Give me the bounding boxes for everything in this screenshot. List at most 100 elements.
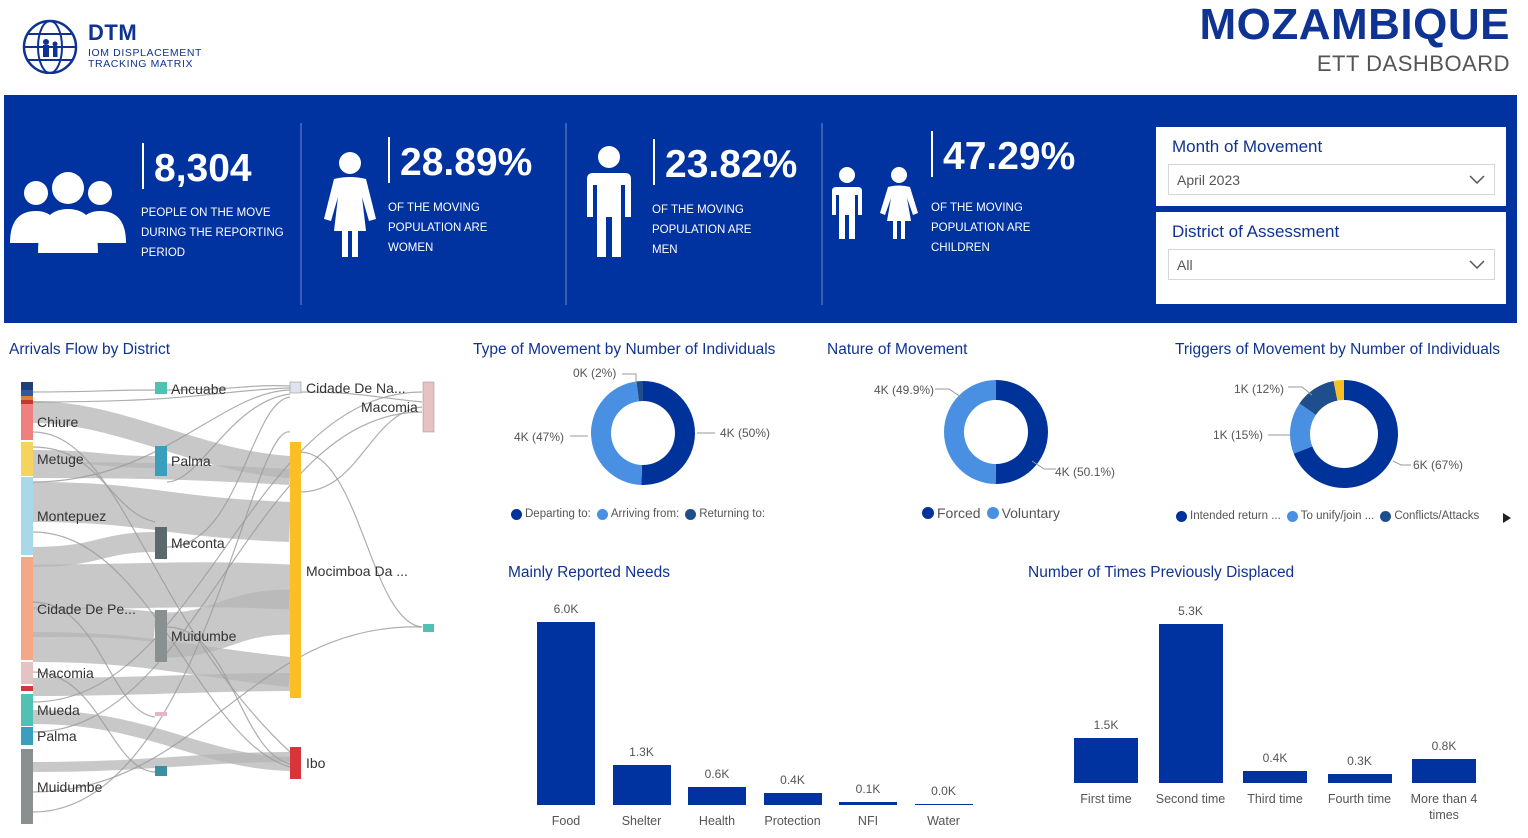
kpi-separator	[300, 123, 302, 305]
group-people-icon	[10, 172, 126, 253]
leader-line	[1393, 460, 1411, 466]
type-of-movement-donut[interactable]	[583, 373, 703, 493]
donut-slice[interactable]	[1333, 380, 1344, 401]
kpi-value: 47.29%	[943, 135, 1076, 178]
donut-data-label: 4K (50.1%)	[1055, 465, 1116, 479]
sankey-node[interactable]	[423, 624, 434, 632]
sankey-node[interactable]	[21, 396, 33, 400]
legend-next-arrow-icon[interactable]	[1502, 512, 1512, 524]
donut-slice[interactable]	[641, 381, 695, 485]
sankey-node[interactable]	[21, 382, 33, 390]
legend-dot	[596, 508, 608, 520]
sankey-node[interactable]	[155, 766, 167, 776]
man-icon	[587, 146, 631, 257]
type-of-movement-title: Type of Movement by Number of Individual…	[473, 341, 776, 358]
kpi-value: 28.89%	[400, 141, 533, 184]
district-select-value: All	[1177, 257, 1193, 273]
nature-of-movement-donut[interactable]	[936, 372, 1056, 492]
sankey-node-macomia[interactable]	[21, 662, 33, 684]
triggers-title: Triggers of Movement by Number of Indivi…	[1175, 341, 1501, 358]
leader-line	[1268, 434, 1290, 436]
bar[interactable]	[688, 786, 746, 805]
donut-slice[interactable]	[636, 381, 643, 402]
sankey-label: Mocimboa Da ...	[306, 563, 408, 579]
legend-label: Voluntary	[1001, 505, 1060, 521]
donut-slice[interactable]	[590, 381, 642, 485]
leader-line	[622, 373, 637, 384]
triggers-donut[interactable]	[1284, 374, 1404, 494]
sankey-node-cidade-de-nacala[interactable]	[289, 381, 302, 394]
sankey-node-ibo[interactable]	[290, 747, 301, 779]
type-of-movement-legend: Departing to: Arriving from: Returning t…	[505, 508, 765, 520]
donut-slice[interactable]	[995, 380, 1048, 484]
month-select[interactable]: April 2023	[1168, 164, 1495, 195]
triggers-legend: Intended return ... To unify/join ... Co…	[1170, 510, 1479, 522]
bar[interactable]	[1412, 759, 1476, 783]
legend-dot	[1286, 510, 1298, 522]
legend-label: To unify/join ...	[1300, 510, 1375, 522]
legend-dot	[986, 507, 999, 519]
sankey-label: Muidumbe	[171, 628, 237, 644]
sankey-node-mocimboa-da-praia[interactable]	[290, 442, 301, 698]
sankey-node-mueda[interactable]	[21, 694, 33, 726]
donut-slice[interactable]	[1290, 403, 1316, 454]
sankey-label: Montepuez	[37, 508, 107, 524]
kpi-value: 23.82%	[665, 143, 798, 186]
bar-category-label: More than 4 times	[1410, 792, 1478, 822]
bar-data-label: 0.8K	[1431, 739, 1457, 753]
kpi-separator	[821, 123, 823, 305]
legend-item-departing[interactable]: Departing to:	[505, 508, 591, 520]
sankey-label: Muidumbe	[37, 779, 103, 795]
kpi-men: 23.82% OF THE MOVING POPULATION ARE MEN	[567, 95, 821, 323]
bar[interactable]	[763, 792, 822, 805]
bar[interactable]	[537, 622, 595, 805]
bar[interactable]	[1158, 624, 1223, 783]
bar[interactable]	[839, 801, 897, 805]
sankey-node-cidade-de-pemba[interactable]	[21, 557, 33, 660]
sankey-node-ancuabe[interactable]	[155, 382, 167, 394]
donut-slice[interactable]	[943, 380, 996, 484]
sankey-label: Palma	[171, 453, 211, 469]
donut-slice[interactable]	[1299, 381, 1338, 415]
sankey-node[interactable]	[21, 686, 33, 691]
sankey-node[interactable]	[155, 712, 167, 716]
sankey-node-palma[interactable]	[21, 727, 33, 745]
bar-data-label: 5.3K	[1178, 604, 1203, 618]
sankey-node-macomia-right[interactable]	[422, 381, 435, 433]
displaced-bar-chart: 1.5K First time 5.3K Second time 0.4K Third t…	[1060, 595, 1500, 835]
legend-item-intended-return[interactable]: Intended return ...	[1170, 510, 1281, 522]
sankey-node-chiure[interactable]	[21, 404, 33, 440]
bar[interactable]	[1327, 774, 1392, 783]
legend-item-conflicts[interactable]: Conflicts/Attacks	[1374, 510, 1479, 522]
sankey-node-montepuez[interactable]	[21, 477, 33, 555]
logo-title: DTM	[88, 20, 138, 45]
legend-item-voluntary[interactable]: Voluntary	[981, 505, 1060, 521]
legend-item-arriving[interactable]: Arriving from:	[591, 508, 679, 520]
logo-subtitle-line2: TRACKING MATRIX	[88, 58, 194, 70]
sankey-node-muidumbe[interactable]	[21, 749, 33, 824]
bar[interactable]	[612, 765, 671, 805]
sankey-node[interactable]	[21, 400, 33, 404]
district-select[interactable]: All	[1168, 249, 1495, 280]
legend-item-forced[interactable]: Forced	[916, 505, 981, 521]
sankey-node-meconta[interactable]	[155, 527, 167, 559]
bar[interactable]	[1074, 738, 1138, 783]
sankey-node-muidumbe-mid[interactable]	[155, 610, 167, 662]
needs-bar-chart: 6.0K Food 1.3K Shelter 0.6K Health 0.4K Protect…	[520, 595, 990, 835]
bar-category-label: Shelter	[621, 814, 662, 828]
sankey-node[interactable]	[21, 390, 33, 396]
kpi-desc-line: PERIOD	[141, 247, 186, 259]
arrivals-flow-sankey[interactable]	[0, 372, 440, 832]
legend-item-unify-join[interactable]: To unify/join ...	[1281, 510, 1375, 522]
leader-line	[570, 435, 588, 437]
donut-slice[interactable]	[1293, 380, 1398, 488]
bar-category-label: Health	[698, 814, 736, 828]
bar[interactable]	[1243, 771, 1307, 783]
sankey-node-metuge[interactable]	[21, 442, 33, 476]
legend-item-returning[interactable]: Returning to:	[679, 508, 765, 520]
bar[interactable]	[914, 804, 973, 805]
bar-data-label: 0.6K	[704, 766, 730, 781]
sankey-node-palma-mid[interactable]	[155, 446, 167, 476]
sankey-label: Cidade De Pe...	[37, 601, 136, 617]
dtm-logo: DTM IOM DISPLACEMENT TRACKING MATRIX	[20, 18, 220, 74]
